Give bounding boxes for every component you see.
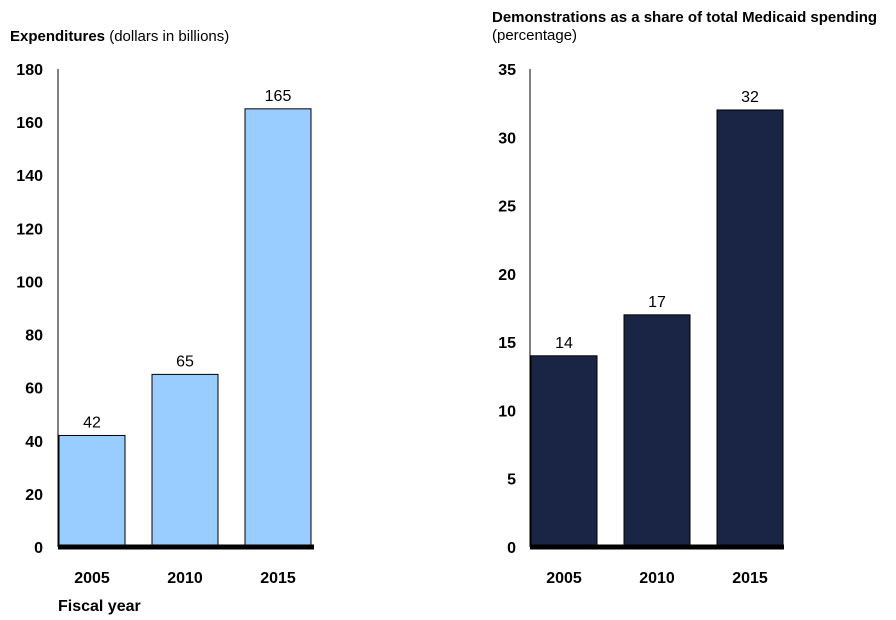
right-chart-title-unit: (percentage) (492, 27, 578, 44)
right-y-tick-label: 0 (507, 540, 516, 557)
right-data-label: 14 (555, 335, 573, 352)
right-bar-2010 (623, 314, 691, 548)
right-bar-2015 (716, 109, 784, 548)
right-y-tick-label: 10 (498, 403, 516, 420)
left-bar-2005 (58, 434, 126, 548)
right-x-tick-label: 2005 (546, 570, 582, 587)
left-data-label: 42 (83, 414, 101, 431)
left-y-tick-label: 160 (16, 115, 43, 132)
left-chart-title: Expenditures (dollars in billions) (10, 28, 229, 46)
left-data-label: 65 (176, 353, 194, 370)
right-y-tick-label: 15 (498, 335, 516, 352)
left-y-tick-label: 140 (16, 168, 43, 185)
right-y-tick-label: 35 (498, 62, 516, 79)
right-data-label: 17 (648, 294, 666, 311)
right-y-tick-label: 30 (498, 130, 516, 147)
left-y-tick-label: 100 (16, 274, 43, 291)
left-y-tick-label: 180 (16, 62, 43, 79)
left-chart-x-axis-title: Fiscal year (58, 598, 141, 615)
right-y-tick-label: 20 (498, 267, 516, 284)
right-chart-title-bold: Demonstrations as a share of total Medic… (492, 9, 878, 26)
left-y-tick-label: 80 (25, 328, 43, 345)
right-x-tick-label: 2015 (732, 570, 768, 587)
left-y-tick-label: 120 (16, 221, 43, 238)
left-chart-title-bold: Expenditures (10, 28, 106, 45)
left-y-tick-label: 60 (25, 381, 43, 398)
left-y-tick-label: 40 (25, 434, 43, 451)
left-x-tick-label: 2005 (74, 570, 110, 587)
left-chart-title-unit: (dollars in billions) (105, 28, 230, 45)
left-bar-2010 (151, 373, 219, 548)
right-y-tick-label: 5 (507, 472, 516, 489)
right-y-tick-label: 25 (498, 199, 516, 216)
left-data-label: 165 (265, 88, 292, 105)
left-x-tick-label: 2015 (260, 570, 296, 587)
left-y-tick-label: 0 (34, 540, 43, 557)
right-chart-title: Demonstrations as a share of total Medic… (492, 9, 892, 45)
left-x-tick-label: 2010 (167, 570, 203, 587)
left-y-tick-label: 20 (25, 487, 43, 504)
left-bar-2015 (244, 108, 312, 548)
right-x-tick-label: 2010 (639, 570, 675, 587)
right-data-label: 32 (741, 89, 759, 106)
right-bar-2005 (530, 355, 598, 548)
